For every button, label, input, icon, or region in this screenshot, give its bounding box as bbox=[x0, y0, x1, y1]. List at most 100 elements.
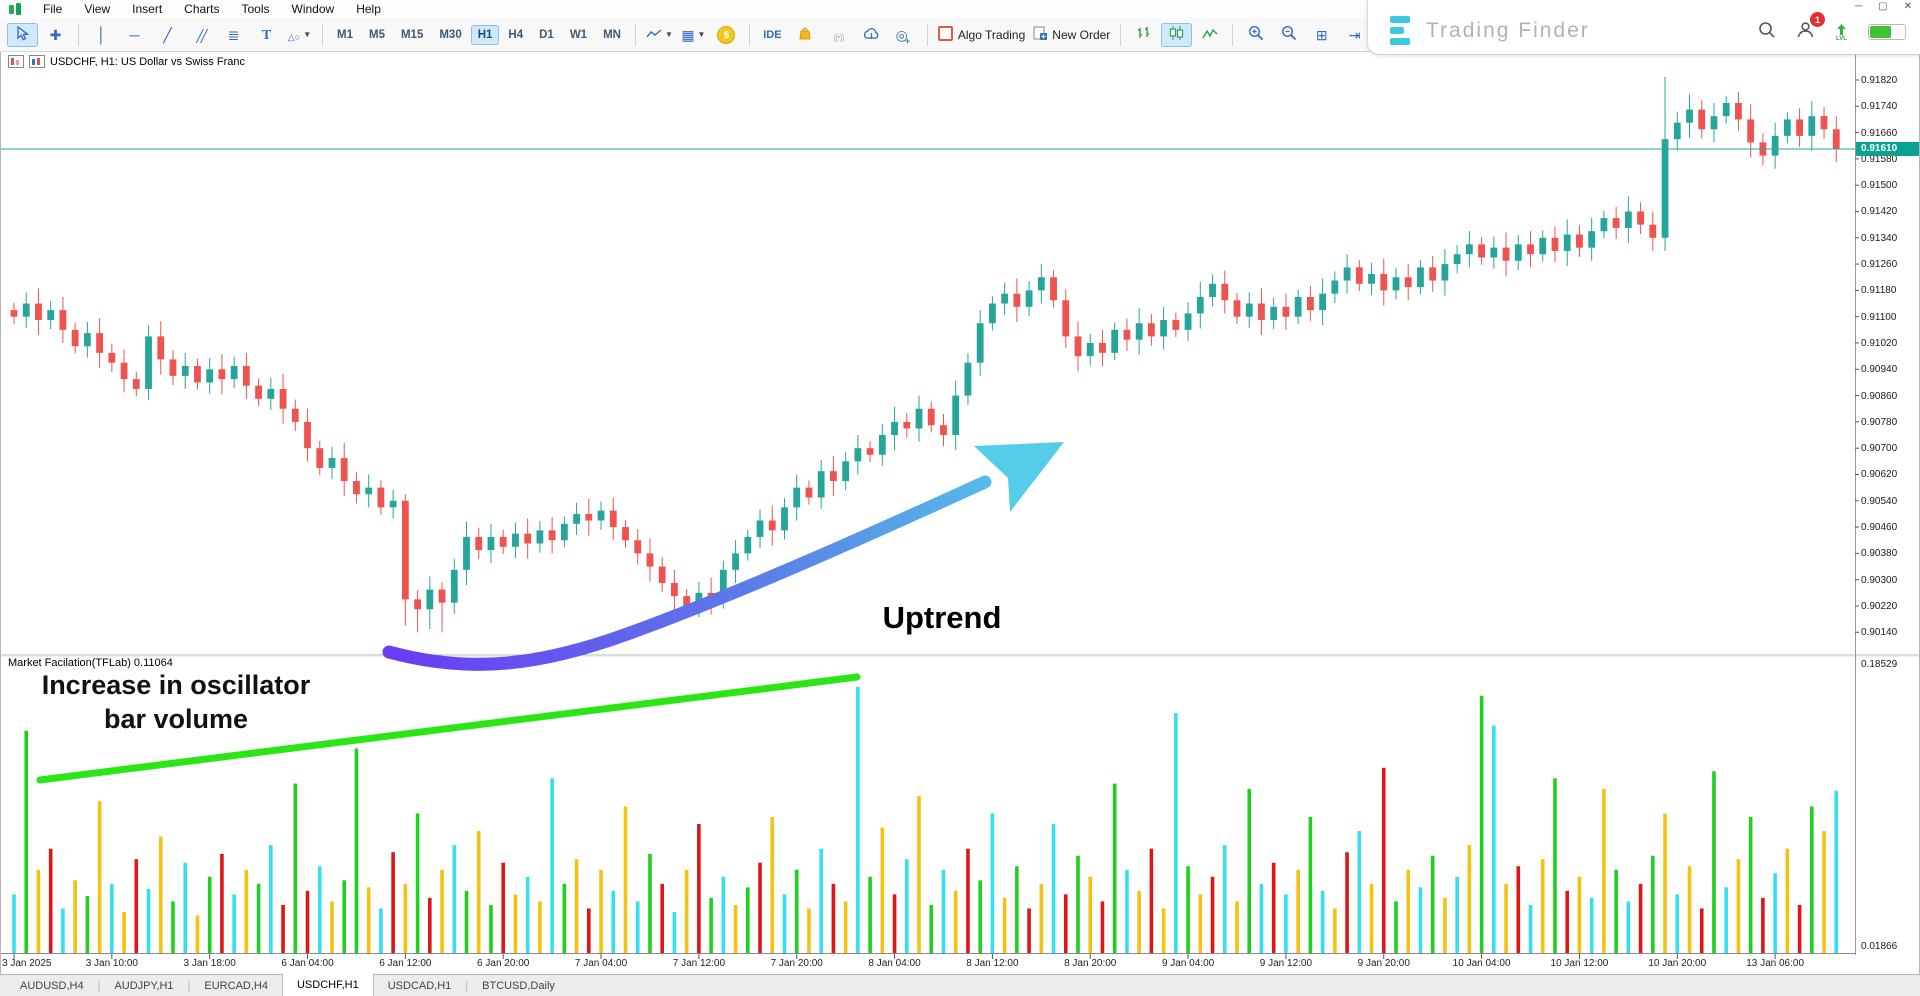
cursor-button[interactable] bbox=[7, 22, 38, 47]
chevron-down-icon[interactable]: ▼ bbox=[664, 30, 673, 39]
close-button[interactable]: ✕ bbox=[1903, 1, 1912, 12]
menu-help[interactable]: Help bbox=[356, 2, 381, 16]
new-order-icon bbox=[1033, 26, 1048, 43]
mt5-logo-icon bbox=[8, 3, 24, 15]
candles-button[interactable] bbox=[1161, 22, 1193, 47]
toolbar-separator bbox=[1120, 23, 1122, 46]
price-label: 0.91740 bbox=[1861, 101, 1898, 113]
algo-trading-icon bbox=[937, 25, 953, 44]
trendline-button[interactable]: ╱ bbox=[152, 23, 183, 47]
timeframe-d1-button[interactable]: D1 bbox=[539, 28, 554, 41]
tab-audjpy-h1[interactable]: AUDJPY,H1 bbox=[114, 979, 174, 992]
crosshair-button[interactable]: ✚ bbox=[40, 23, 71, 47]
timeframe-m15-button[interactable]: M15 bbox=[400, 28, 424, 41]
minimize-button[interactable]: ─ bbox=[1855, 1, 1863, 12]
menu-file[interactable]: File bbox=[43, 2, 63, 16]
equidistant-channel-button[interactable]: ╱╱ bbox=[185, 23, 216, 47]
price-label: 0.90780 bbox=[1861, 416, 1898, 428]
timeframe-m1-button[interactable]: M1 bbox=[337, 28, 353, 41]
toolbar-separator bbox=[78, 23, 79, 46]
time-label: 10 Jan 20:00 bbox=[1648, 958, 1707, 969]
zoom-out-button[interactable] bbox=[1273, 23, 1304, 47]
oscillator-trendline-annotation bbox=[36, 673, 861, 784]
price-label: 0.90460 bbox=[1861, 522, 1898, 534]
time-label: 10 Jan 12:00 bbox=[1550, 958, 1609, 969]
time-label: 7 Jan 04:00 bbox=[574, 958, 628, 969]
horizontal-line-button[interactable]: ─ bbox=[119, 23, 150, 47]
indicator-window-button[interactable]: ▦ ▼ bbox=[678, 23, 709, 47]
fibonacci-button[interactable]: ≣ bbox=[218, 23, 249, 47]
tile-windows-button[interactable]: ⊞ bbox=[1306, 23, 1337, 47]
ide-icon: IDE bbox=[763, 28, 782, 41]
menu-view[interactable]: View bbox=[84, 2, 111, 16]
indicator-label: Market Facilation(TFLab) 0.11064 bbox=[8, 657, 173, 669]
brand-name: Trading Finder bbox=[1426, 19, 1590, 42]
cloud-button[interactable] bbox=[856, 23, 887, 47]
search-icon[interactable] bbox=[1758, 21, 1776, 44]
timeframe-h4-button[interactable]: H4 bbox=[508, 28, 524, 41]
tab-usdchf-h1[interactable]: USDCHF,H1 bbox=[281, 974, 374, 996]
notifications-icon[interactable]: 1 bbox=[1796, 12, 1825, 44]
chart-canvas[interactable] bbox=[0, 50, 1920, 975]
text-label-icon: T bbox=[261, 28, 272, 43]
oscillator-bars bbox=[12, 686, 1839, 953]
timeframe-h1-button[interactable]: H1 bbox=[470, 24, 500, 45]
menu-charts[interactable]: Charts bbox=[184, 2, 220, 16]
time-label: 8 Jan 04:00 bbox=[868, 958, 921, 969]
algo-trading-button[interactable]: Algo Trading bbox=[935, 23, 1028, 47]
vertical-line-button[interactable]: │ bbox=[86, 23, 117, 47]
fibonacci-icon: ≣ bbox=[227, 26, 240, 43]
zoom-in-icon bbox=[1248, 25, 1264, 44]
toolbar-separator bbox=[322, 23, 323, 46]
tab-btcusd-daily[interactable]: BTCUSD,Daily bbox=[482, 979, 555, 992]
vertical-line-icon: │ bbox=[96, 26, 107, 44]
progress-toggle[interactable] bbox=[1868, 24, 1906, 40]
text-label-button[interactable]: T bbox=[251, 23, 282, 47]
price-label: 0.90620 bbox=[1861, 469, 1898, 481]
signals-button[interactable]: ((•)) bbox=[823, 23, 854, 47]
shapes-button[interactable]: △○ ▼ bbox=[284, 23, 315, 47]
zoom-in-button[interactable] bbox=[1240, 23, 1271, 47]
new-order-button[interactable]: New Order bbox=[1030, 23, 1113, 47]
payments-button[interactable]: $ bbox=[711, 23, 742, 47]
level-icon[interactable]: LVL bbox=[1835, 23, 1848, 42]
time-label: 8 Jan 20:00 bbox=[1064, 958, 1117, 969]
uptrend-arrow-body bbox=[382, 475, 992, 671]
toolbar-separator bbox=[1232, 23, 1234, 46]
tab-eurcad-h4[interactable]: EURCAD,H4 bbox=[204, 979, 268, 992]
new-order-label: New Order bbox=[1052, 27, 1111, 42]
timeframe-w1-button[interactable]: W1 bbox=[569, 28, 588, 41]
timeframe-mn-button[interactable]: MN bbox=[603, 28, 621, 41]
shift-end-button[interactable]: ⇥ bbox=[1339, 23, 1370, 47]
menu-insert[interactable]: Insert bbox=[132, 2, 163, 16]
algo-trading-label: Algo Trading bbox=[957, 27, 1026, 42]
ide-button[interactable]: IDE bbox=[757, 23, 788, 47]
level-label: LVL bbox=[1836, 35, 1847, 42]
timeframe-m5-button[interactable]: M5 bbox=[368, 28, 385, 41]
timeframe-m30-button[interactable]: M30 bbox=[439, 28, 462, 41]
bars-button[interactable] bbox=[1128, 23, 1159, 47]
market-button[interactable] bbox=[790, 23, 821, 47]
line-icon bbox=[1202, 27, 1218, 43]
menu-tools[interactable]: Tools bbox=[241, 2, 270, 16]
line-button[interactable] bbox=[1194, 23, 1225, 47]
tab-usdcad-h1[interactable]: USDCAD,H1 bbox=[387, 979, 452, 992]
menu-window[interactable]: Window bbox=[291, 2, 335, 16]
indicators-line-button[interactable]: ▼ bbox=[643, 23, 676, 47]
price-label: 0.90540 bbox=[1861, 495, 1898, 507]
chart-symbol-icon bbox=[29, 55, 45, 68]
shift-end-icon: ⇥ bbox=[1348, 26, 1361, 43]
price-label: 0.90380 bbox=[1861, 548, 1898, 560]
tab-audusd-h4[interactable]: AUDUSD,H4 bbox=[20, 979, 84, 992]
chevron-down-icon[interactable]: ▼ bbox=[697, 30, 706, 39]
community-icon: ◎+ bbox=[895, 26, 911, 46]
chart-title-bar: USDCHF, H1: US Dollar vs Swiss Franc bbox=[8, 55, 245, 68]
chevron-down-icon[interactable]: ▼ bbox=[303, 30, 312, 39]
cloud-icon bbox=[863, 27, 880, 43]
price-label: 0.91100 bbox=[1861, 311, 1897, 323]
community-button[interactable]: ◎+ bbox=[889, 23, 920, 47]
restore-button[interactable]: ▢ bbox=[1878, 1, 1888, 12]
time-label: 6 Jan 12:00 bbox=[379, 958, 432, 969]
equidistant-channel-icon: ╱╱ bbox=[196, 28, 208, 43]
